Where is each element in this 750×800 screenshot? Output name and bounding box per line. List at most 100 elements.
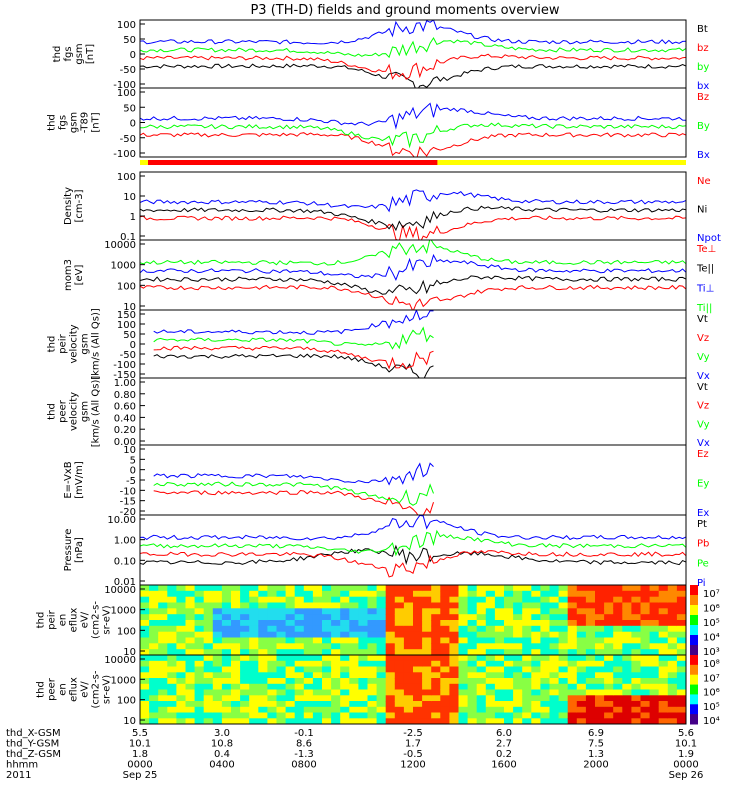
spectrogram-cell	[258, 625, 268, 633]
spectrogram-cell	[649, 614, 660, 621]
spectrogram-cell	[394, 631, 405, 639]
spectrogram-cell	[667, 596, 678, 604]
spectrogram-cell	[367, 602, 378, 609]
spectrogram-cell	[658, 649, 669, 655]
spectrogram-cell	[485, 712, 496, 719]
spectrogram-cell	[149, 643, 159, 650]
spectrogram-cell	[385, 625, 396, 633]
spectrogram-cell	[167, 631, 177, 639]
legend-Ex: Ex	[697, 508, 709, 519]
spectrogram-cell	[194, 706, 205, 714]
legend-By: By	[697, 121, 710, 132]
spectrogram-cell	[576, 712, 587, 719]
spectrogram-cell	[585, 683, 596, 691]
legend-Vz: Vz	[697, 401, 709, 412]
spectrogram-cell	[667, 631, 678, 639]
spectrogram-cell	[640, 643, 651, 650]
spectrogram-cell	[622, 655, 632, 662]
spectrogram-cell	[640, 689, 651, 696]
spectrogram-cell	[158, 712, 168, 719]
spectrogram-cell	[531, 590, 541, 598]
spectrogram-cell	[504, 701, 514, 708]
spectrogram-cell	[267, 608, 278, 615]
spectrogram-cell	[440, 660, 450, 668]
y-tick-label: 10	[123, 192, 136, 203]
spectrogram-cell	[358, 585, 369, 592]
spectrogram-cell	[413, 655, 423, 662]
x-axis-value: 10.1	[129, 739, 151, 750]
spectrogram-cell	[567, 683, 578, 691]
spectrogram-cell	[194, 631, 205, 639]
spectrogram-cell	[376, 660, 387, 668]
spectrogram-cell	[513, 666, 523, 673]
spectrogram-cell	[185, 631, 196, 639]
spectrogram-cell	[440, 672, 450, 679]
spectrogram-cell	[258, 614, 268, 621]
spectrogram-cell	[221, 631, 232, 639]
spectrogram-cell	[522, 614, 532, 621]
spectrogram-cell	[558, 649, 569, 655]
spectrogram-cell	[413, 625, 423, 633]
y-tick-label: 0.00	[114, 437, 136, 448]
spectrogram-cell	[340, 590, 350, 598]
spectrogram-cell	[394, 614, 405, 621]
trace-Ey	[153, 481, 434, 506]
spectrogram-cell	[394, 706, 405, 714]
spectrogram-cell	[185, 590, 196, 598]
spectrogram-cell	[149, 689, 159, 696]
y-tick-label: 100	[117, 626, 136, 637]
spectrogram-cell	[385, 608, 396, 615]
spectrogram-cell	[549, 655, 560, 662]
spectrogram-cell	[349, 655, 359, 662]
spectrogram-cell	[576, 631, 587, 639]
spectrogram-cell	[622, 706, 632, 714]
spectrogram-cell	[631, 660, 642, 668]
spectrogram-cell	[276, 672, 287, 679]
spectrogram-cell	[631, 585, 642, 592]
spectrogram-cell	[376, 620, 387, 627]
spectrogram-cell	[403, 649, 414, 655]
spectrogram-cell	[240, 585, 250, 592]
spectrogram-cell	[231, 678, 241, 685]
spectrogram-cell	[285, 689, 296, 696]
spectrogram-cell	[449, 706, 460, 714]
spectrogram-cell	[522, 608, 532, 615]
spectrogram-cell	[567, 701, 578, 708]
spectrogram-cell	[212, 718, 223, 724]
spectrogram-cell	[494, 718, 505, 724]
spectrogram-cell	[249, 660, 259, 668]
spectrogram-cell	[221, 602, 232, 609]
trace-Vy	[153, 326, 434, 350]
spectrogram-cell	[531, 614, 541, 621]
spectrogram-cell	[231, 701, 241, 708]
spectrogram-cell	[413, 672, 423, 679]
spectrogram-cell	[640, 590, 651, 598]
spectrogram-cell	[531, 608, 541, 615]
spectrogram-cell	[312, 637, 323, 644]
spectrogram-cell	[440, 590, 450, 598]
spectrogram-cell	[494, 614, 505, 621]
spectrogram-cell	[349, 718, 359, 724]
spectrogram-cell	[340, 678, 350, 685]
spectrogram-cell	[140, 655, 150, 662]
spectrogram-cell	[631, 701, 642, 708]
spectrogram-cell	[294, 590, 305, 598]
panel-fgs_t89-traces	[140, 102, 686, 157]
spectrogram-cell	[522, 701, 532, 708]
spectrogram-cell	[513, 643, 523, 650]
spectrogram-cell	[467, 637, 478, 644]
spectrogram-cell	[285, 678, 296, 685]
spectrogram-cell	[622, 631, 632, 639]
spectrogram-cell	[322, 625, 332, 633]
trace-Pe	[140, 529, 686, 557]
spectrogram-cell	[267, 625, 278, 633]
x-axis-value: 0800	[291, 760, 316, 771]
y-tick-label: 1.00	[114, 378, 136, 389]
legend-Vz: Vz	[697, 333, 709, 344]
y-tick-label: -15	[120, 497, 136, 508]
spectrogram-cell	[158, 614, 168, 621]
spectrogram-cell	[322, 631, 332, 639]
y-axis-label: [nT]	[85, 44, 96, 64]
spectrogram-cell	[140, 614, 150, 621]
spectrogram-cell	[258, 620, 268, 627]
